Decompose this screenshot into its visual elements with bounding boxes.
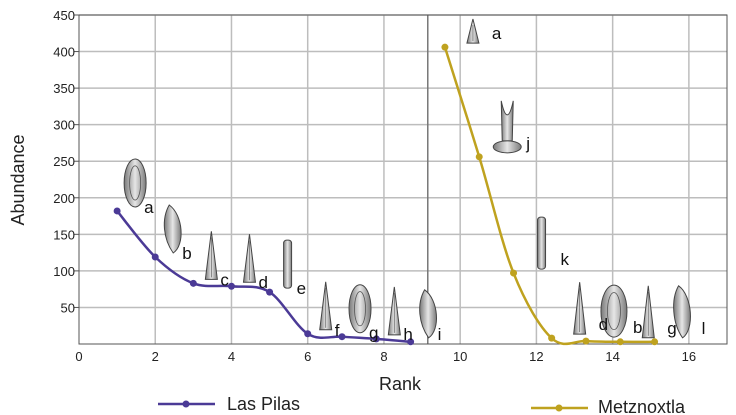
organism-icon	[600, 284, 628, 338]
grid	[79, 14, 727, 344]
legend-marker-las-pilas	[182, 400, 190, 408]
point-labels: a b c d e f g h i a j k d b g l	[144, 24, 705, 344]
organism-body	[600, 284, 628, 338]
y-tick-label: 200	[53, 191, 75, 206]
organism-icon	[419, 289, 437, 339]
plot-frame	[78, 14, 728, 345]
data-point-metznoxtla	[475, 153, 483, 161]
data-point-las-pilas	[151, 253, 159, 261]
data-point-metznoxtla	[548, 334, 556, 342]
point-label-las-pilas: g	[369, 324, 378, 343]
data-point-las-pilas	[304, 330, 312, 338]
x-tick-label: 16	[682, 349, 696, 364]
legend-label-las-pilas: Las Pilas	[227, 394, 300, 414]
organism-icon	[387, 286, 401, 336]
data-point-las-pilas	[113, 207, 121, 215]
data-point-las-pilas	[227, 282, 235, 290]
organism-body	[348, 284, 372, 334]
point-label-metznoxtla: g	[667, 319, 676, 338]
point-label-metznoxtla: d	[599, 315, 608, 334]
point-label-las-pilas: c	[220, 270, 229, 289]
organism-icon	[123, 158, 147, 208]
x-tick-label: 14	[605, 349, 619, 364]
point-label-las-pilas: f	[335, 321, 340, 340]
legend-item-metznoxtla: Metznoxtla	[531, 397, 686, 415]
x-axis-title: Rank	[379, 374, 422, 394]
legend-item-las-pilas: Las Pilas	[158, 394, 300, 414]
data-point-las-pilas	[189, 279, 197, 287]
organism-body	[419, 289, 437, 339]
x-tick-label: 8	[380, 349, 387, 364]
point-label-las-pilas: h	[403, 325, 412, 344]
data-point-metznoxtla	[510, 269, 518, 277]
point-label-metznoxtla: k	[561, 250, 570, 269]
organism-detail	[354, 291, 366, 327]
y-tick-label: 150	[53, 227, 75, 242]
legend-label-metznoxtla: Metznoxtla	[598, 397, 686, 415]
point-label-metznoxtla: b	[633, 318, 642, 337]
point-label-las-pilas: e	[297, 279, 306, 298]
point-label-las-pilas: a	[144, 198, 154, 217]
x-tick-label: 6	[304, 349, 311, 364]
y-axis-title: Abundance	[8, 134, 28, 225]
y-tick-label: 400	[53, 45, 75, 60]
axes: 0 2 4 6 8 10 12 14 16 50 100 150 200 250 300 350 400 450	[53, 8, 728, 364]
x-tick-label: 12	[529, 349, 543, 364]
x-tick-label: 2	[152, 349, 159, 364]
organism-icon	[283, 239, 293, 289]
data-point-metznoxtla	[441, 43, 449, 51]
organism-icon	[319, 281, 333, 331]
organism-detail	[129, 165, 142, 201]
organism-icon	[537, 216, 547, 270]
organism-body	[537, 216, 547, 270]
organism-icon	[163, 204, 182, 254]
point-label-metznoxtla: l	[702, 319, 706, 338]
legend-marker-metznoxtla	[555, 404, 563, 412]
x-tick-label: 10	[453, 349, 467, 364]
organism-icon	[573, 282, 587, 335]
organism-body	[283, 239, 293, 289]
data-point-metznoxtla	[651, 338, 659, 346]
point-label-las-pilas: d	[258, 273, 267, 292]
organism-icon	[348, 284, 372, 334]
data-point-metznoxtla	[582, 337, 590, 345]
series-lines	[113, 43, 659, 346]
organism-detail	[607, 292, 621, 331]
point-label-las-pilas: i	[438, 325, 442, 344]
organism-body	[123, 158, 147, 208]
data-point-las-pilas	[338, 333, 346, 341]
organism-icon	[466, 18, 480, 44]
organism-illustrations	[123, 18, 691, 339]
legend: Las Pilas Metznoxtla	[158, 394, 686, 415]
y-tick-label: 100	[53, 264, 75, 279]
organism-body	[163, 204, 182, 254]
y-tick-label: 350	[53, 81, 75, 96]
y-tick-label: 250	[53, 154, 75, 169]
point-label-las-pilas: b	[182, 244, 191, 263]
organism-detail	[492, 140, 522, 154]
x-tick-label: 0	[75, 349, 82, 364]
data-point-las-pilas	[407, 338, 415, 346]
data-point-las-pilas	[266, 288, 274, 296]
y-tick-label: 50	[61, 300, 75, 315]
point-label-metznoxtla: j	[525, 134, 530, 153]
organism-body	[500, 100, 514, 142]
organism-icon	[641, 285, 655, 339]
data-point-metznoxtla	[616, 338, 624, 346]
point-label-metznoxtla: a	[492, 24, 502, 43]
data-point-las-pilas	[372, 335, 380, 343]
organism-icon	[242, 234, 257, 283]
organism-icon	[673, 285, 691, 339]
y-tick-label: 450	[53, 8, 75, 23]
x-tick-label: 4	[228, 349, 235, 364]
organism-icon	[204, 231, 218, 280]
y-tick-label: 300	[53, 118, 75, 133]
organism-body	[673, 285, 691, 339]
organism-icon	[492, 100, 522, 154]
